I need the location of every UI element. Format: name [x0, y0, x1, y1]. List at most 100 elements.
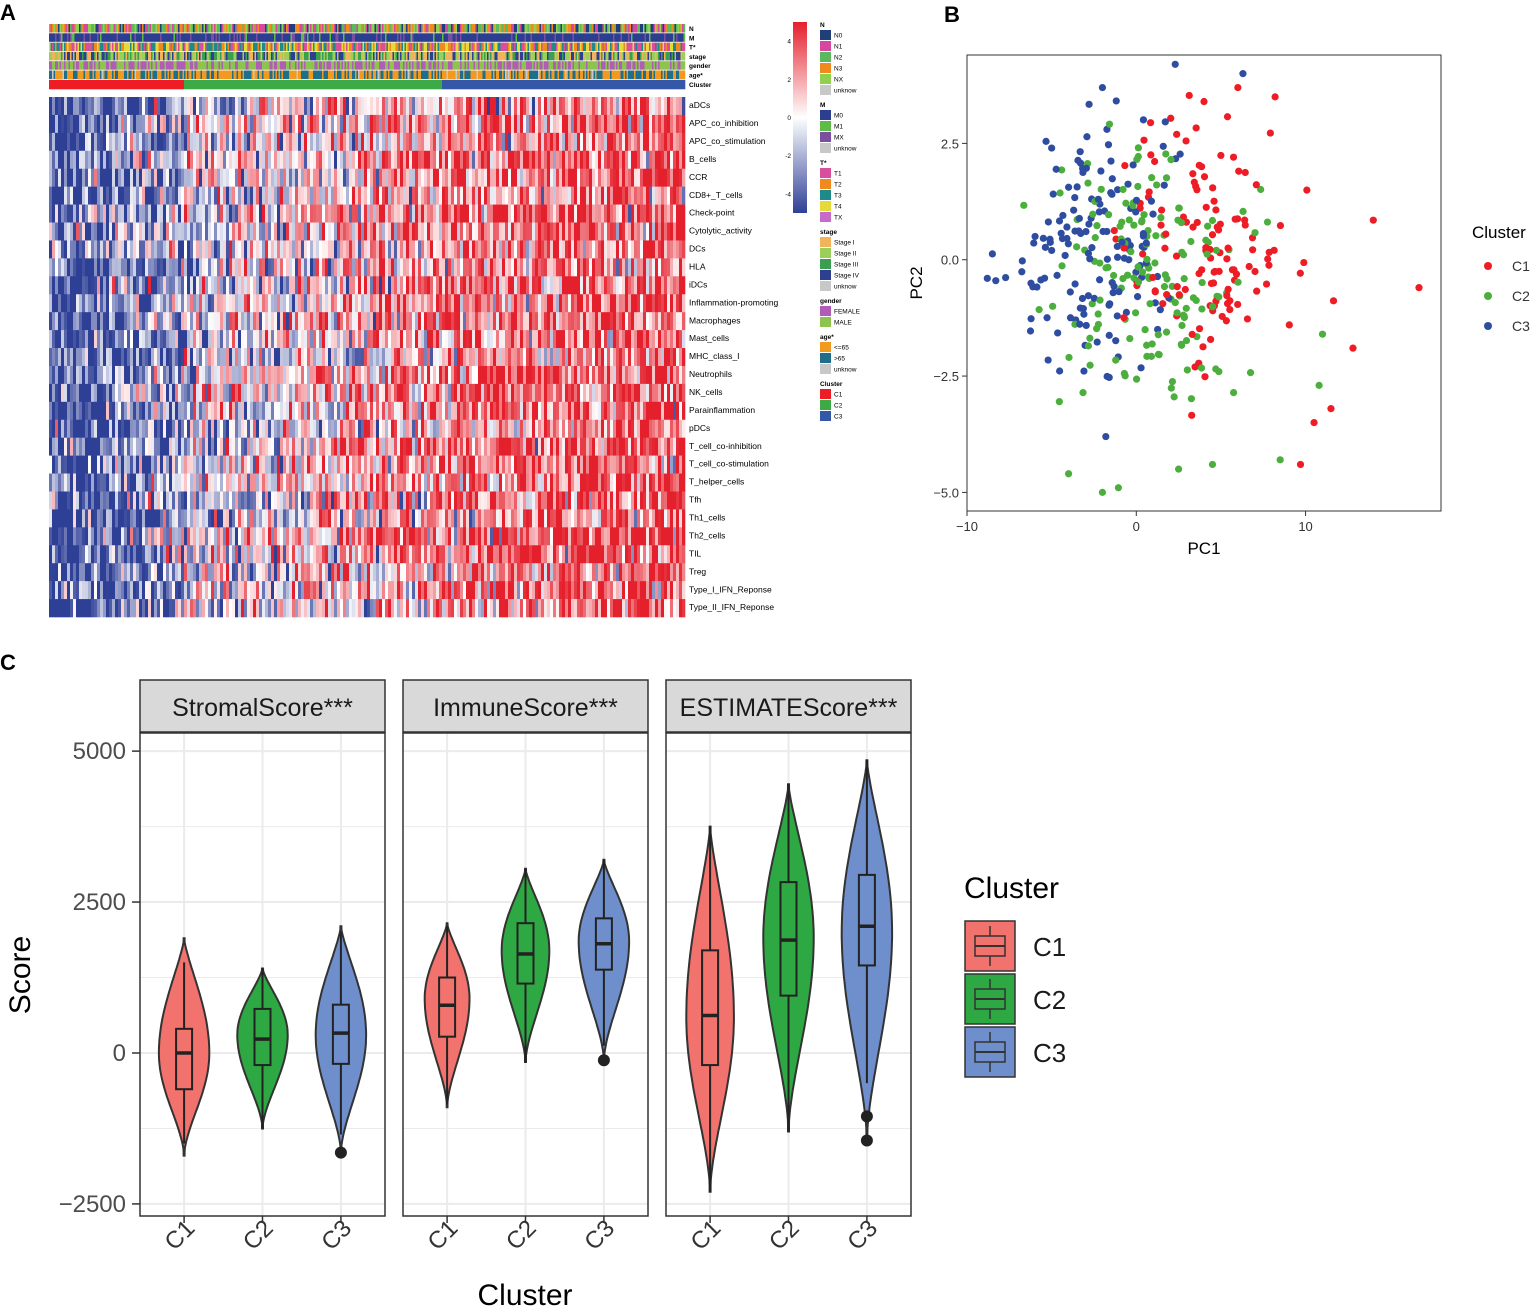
- heatmap-cell: [211, 276, 215, 295]
- track-cell: [221, 70, 224, 79]
- track-cell: [659, 51, 662, 61]
- heatmap-cell: [679, 258, 683, 277]
- track-cell: [544, 61, 546, 70]
- track-cell: [262, 61, 264, 70]
- track-cell: [602, 24, 605, 33]
- track-cell: [680, 70, 683, 79]
- heatmap-cell: [457, 222, 461, 241]
- heatmap-cell: [322, 204, 326, 223]
- heatmap-cell: [442, 97, 446, 116]
- track-cell: [677, 61, 680, 70]
- track-cell: [610, 70, 612, 79]
- heatmap-cell: [148, 204, 152, 223]
- track-cell: [572, 61, 575, 70]
- track-cell: [491, 51, 494, 61]
- heatmap-cell: [364, 186, 368, 205]
- heatmap-cell: [328, 186, 332, 205]
- heatmap-cell: [118, 294, 122, 313]
- track-cell: [208, 33, 210, 42]
- track-cell: [395, 33, 398, 42]
- heatmap-cell: [406, 240, 410, 259]
- track-cell: [452, 42, 455, 52]
- track-cell: [485, 51, 488, 61]
- track-cell: [319, 51, 321, 61]
- track-cell: [572, 42, 575, 52]
- heatmap-cell: [643, 276, 647, 295]
- track-cell: [164, 61, 167, 70]
- track-cell: [328, 33, 330, 42]
- track-cell: [539, 51, 542, 61]
- heatmap-cell: [634, 97, 638, 116]
- track-cell: [680, 24, 683, 33]
- heatmap-cell: [610, 186, 614, 205]
- heatmap-cell: [472, 186, 476, 205]
- heatmap-cell: [451, 186, 455, 205]
- heatmap-cell: [439, 114, 443, 134]
- heatmap-cell: [277, 240, 281, 259]
- track-cell: [404, 70, 407, 79]
- heatmap-cell: [394, 276, 398, 295]
- heatmap-cell: [226, 240, 230, 259]
- heatmap-cell: [637, 204, 641, 223]
- heatmap-cell: [454, 204, 458, 223]
- heatmap-cell: [526, 222, 530, 241]
- heatmap-cell: [388, 204, 392, 223]
- heatmap-cell: [220, 294, 224, 313]
- track-cell: [481, 33, 483, 42]
- heatmap-cell: [349, 97, 353, 116]
- heatmap-cell: [310, 222, 314, 241]
- track-cell: [659, 70, 662, 79]
- track-cell: [292, 24, 294, 33]
- track-cell: [107, 61, 110, 70]
- track-cell: [161, 24, 164, 33]
- track-cell: [388, 61, 390, 70]
- heatmap-cell: [58, 150, 62, 170]
- heatmap-cell: [214, 114, 218, 134]
- heatmap-cell: [661, 222, 665, 241]
- track-cell: [604, 51, 606, 61]
- heatmap-cell: [322, 240, 326, 259]
- track-cell: [631, 33, 633, 42]
- heatmap-cell: [532, 114, 536, 134]
- heatmap-cell: [253, 222, 257, 241]
- track-cell: [79, 70, 81, 79]
- heatmap-cell: [367, 114, 371, 134]
- track-cell: [133, 61, 135, 70]
- heatmap-cell: [403, 97, 407, 116]
- heatmap-cell: [466, 97, 470, 116]
- heatmap-cell: [331, 114, 335, 134]
- track-cell: [563, 51, 566, 61]
- heatmap-cell: [406, 186, 410, 205]
- heatmap-cell: [310, 97, 314, 116]
- track-cell: [544, 70, 546, 79]
- heatmap-cell: [55, 258, 59, 277]
- track-cell: [637, 61, 639, 70]
- heatmap-cell: [598, 114, 602, 134]
- track-cell: [620, 24, 623, 33]
- track-cell: [238, 24, 240, 33]
- heatmap-cell: [580, 186, 584, 205]
- track-cell: [515, 70, 518, 79]
- heatmap-cell: [367, 186, 371, 205]
- track-cell: [380, 42, 383, 52]
- track-cell: [520, 24, 522, 33]
- track-cell: [341, 24, 344, 33]
- track-cell: [367, 24, 369, 33]
- heatmap-cell: [88, 186, 92, 205]
- track-cell: [158, 42, 161, 52]
- track-cell: [373, 33, 375, 42]
- track-cell: [100, 33, 102, 42]
- track-cell: [340, 33, 342, 42]
- heatmap-cell: [220, 204, 224, 223]
- heatmap-cell: [622, 168, 626, 187]
- heatmap-cell: [556, 114, 560, 134]
- track-cell: [374, 42, 377, 52]
- heatmap-cell: [397, 150, 401, 170]
- track-cell: [223, 24, 225, 33]
- heatmap-cell: [340, 168, 344, 187]
- heatmap-cell: [550, 222, 554, 241]
- track-cell: [56, 70, 59, 79]
- track-cell: [508, 61, 510, 70]
- track-cell: [88, 42, 90, 52]
- heatmap-cell: [622, 258, 626, 277]
